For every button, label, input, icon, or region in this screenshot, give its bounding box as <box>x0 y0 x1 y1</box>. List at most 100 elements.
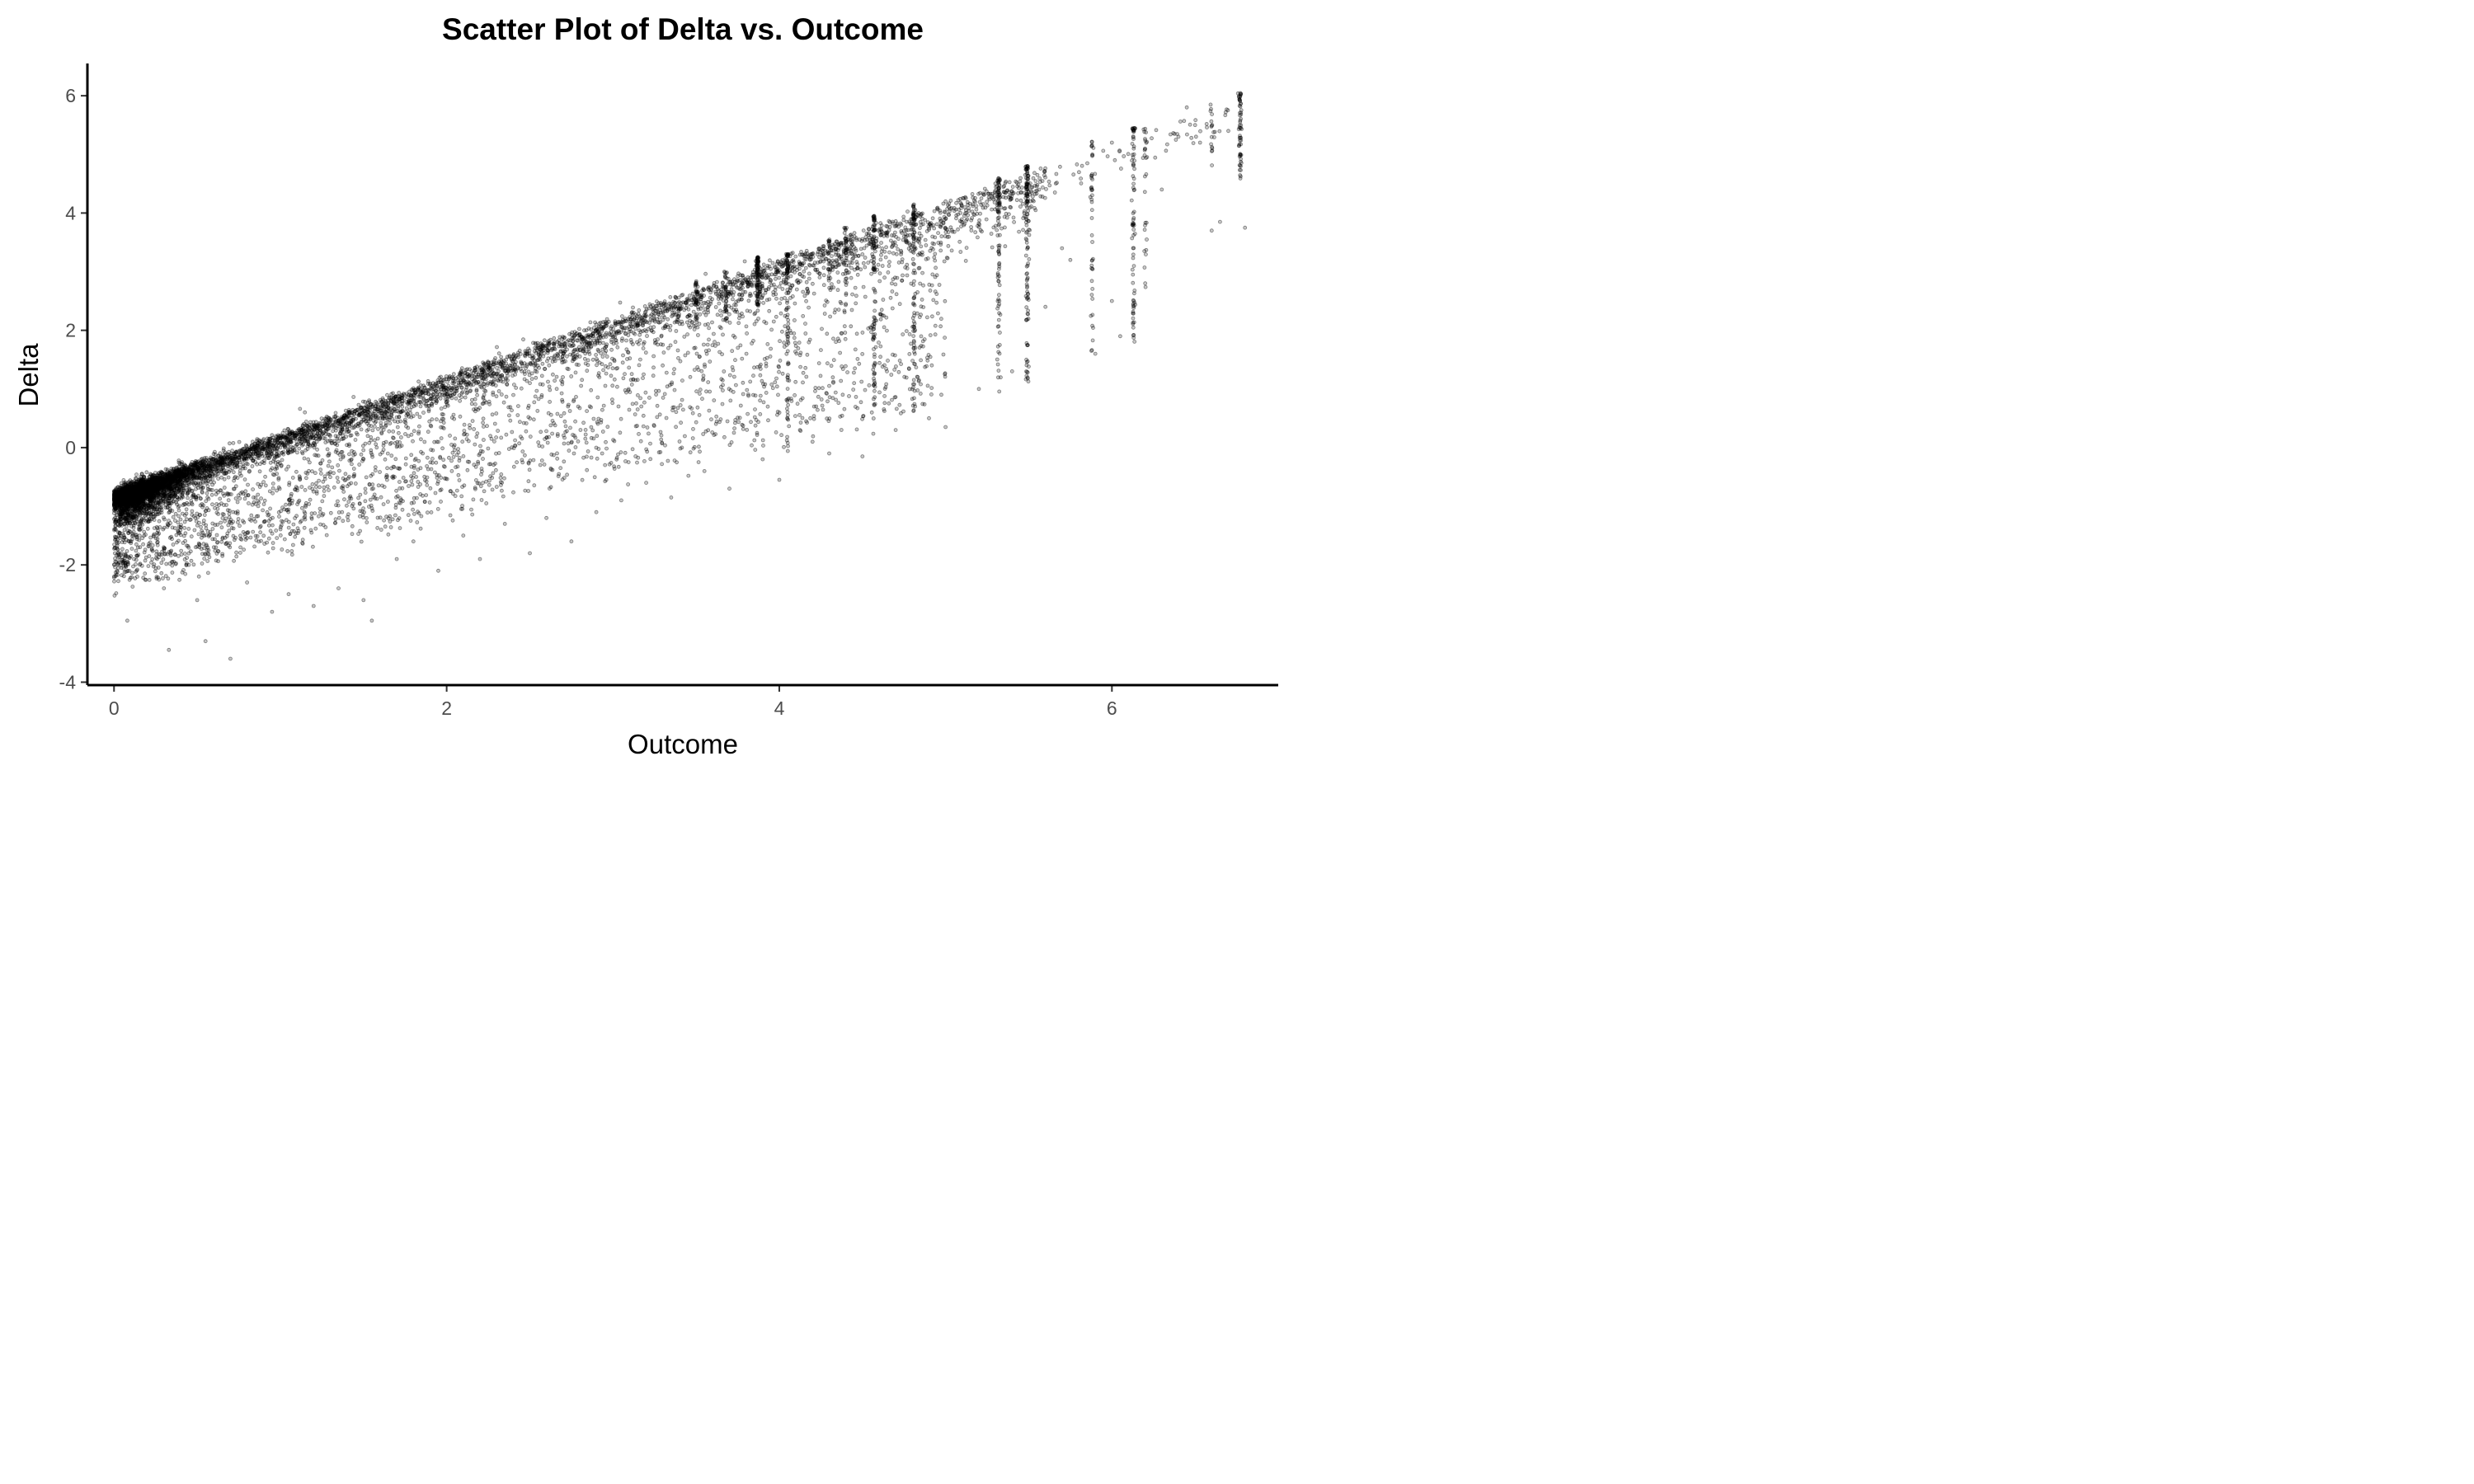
scatter-point <box>148 498 153 503</box>
scatter-point <box>934 222 939 227</box>
scatter-point <box>1093 351 1098 356</box>
scatter-point <box>200 480 205 484</box>
scatter-point <box>156 510 161 514</box>
scatter-point <box>933 258 938 263</box>
scatter-point <box>932 209 937 214</box>
scatter-point <box>143 488 148 493</box>
scatter-point <box>976 235 980 240</box>
scatter-point <box>120 495 125 499</box>
scatter-point <box>170 476 175 481</box>
scatter-point <box>899 251 903 256</box>
scatter-point <box>142 486 147 491</box>
scatter-point <box>142 487 147 492</box>
scatter-point <box>147 485 152 490</box>
scatter-point <box>143 492 148 497</box>
scatter-point <box>149 498 154 503</box>
scatter-point <box>119 509 124 513</box>
scatter-point <box>183 463 188 468</box>
scatter-point <box>458 398 462 403</box>
scatter-point <box>164 484 169 489</box>
scatter-point <box>156 485 161 490</box>
scatter-point <box>976 387 981 392</box>
scatter-point <box>148 477 153 482</box>
scatter-point <box>145 479 150 484</box>
scatter-point <box>221 466 226 471</box>
scatter-point <box>959 202 964 207</box>
scatter-point <box>162 492 167 496</box>
scatter-point <box>128 491 133 495</box>
scatter-point <box>135 512 140 517</box>
scatter-point <box>418 400 423 405</box>
scatter-point <box>1243 225 1248 230</box>
scatter-point <box>593 320 597 325</box>
scatter-point <box>191 474 196 479</box>
scatter-point <box>169 467 174 471</box>
scatter-point <box>861 261 866 265</box>
scatter-point <box>124 515 129 520</box>
scatter-point <box>690 291 695 296</box>
scatter-point <box>919 244 924 249</box>
scatter-point <box>891 219 895 224</box>
scatter-point <box>436 568 440 573</box>
scatter-point <box>203 639 208 644</box>
scatter-point <box>158 486 162 490</box>
scatter-point <box>180 492 185 497</box>
scatter-point <box>1226 129 1230 134</box>
scatter-point <box>418 404 423 409</box>
scatter-point <box>959 224 963 229</box>
scatter-point <box>129 500 134 505</box>
scatter-point <box>1018 204 1023 209</box>
scatter-point <box>821 283 826 288</box>
scatter-point <box>133 495 138 500</box>
scatter-point <box>150 482 155 486</box>
scatter-point <box>1030 194 1035 199</box>
scatter-point <box>158 480 162 485</box>
scatter-point <box>123 515 127 520</box>
scatter-point <box>830 282 834 287</box>
scatter-point <box>188 470 193 475</box>
scatter-point <box>452 385 456 390</box>
scatter-point <box>170 489 175 493</box>
scatter-point <box>181 491 186 495</box>
scatter-point <box>959 217 964 222</box>
scatter-point <box>144 507 149 511</box>
scatter-point <box>193 463 198 467</box>
scatter-point <box>144 495 149 500</box>
scatter-point <box>145 487 150 492</box>
scatter-point <box>210 477 214 481</box>
scatter-point <box>134 499 139 503</box>
scatter-point <box>830 254 834 259</box>
scatter-point <box>125 483 130 488</box>
scatter-point <box>708 295 713 300</box>
scatter-point <box>148 501 153 506</box>
scatter-point <box>120 497 125 502</box>
scatter-point <box>286 592 291 597</box>
scatter-point <box>121 502 126 507</box>
scatter-point <box>978 211 982 216</box>
scatter-point <box>132 489 137 494</box>
scatter-point <box>175 476 180 481</box>
scatter-point <box>1218 219 1222 224</box>
scatter-point <box>800 274 805 279</box>
scatter-point <box>126 505 130 510</box>
scatter-point <box>949 248 954 253</box>
scatter-point <box>132 556 136 561</box>
scatter-point <box>150 485 155 490</box>
scatter-point <box>999 226 1004 231</box>
scatter-point <box>123 486 128 491</box>
scatter-point <box>153 484 157 488</box>
scatter-point <box>119 506 124 511</box>
scatter-point <box>145 510 150 514</box>
scatter-point <box>117 495 122 500</box>
scatter-point <box>167 479 172 484</box>
scatter-point <box>123 482 128 487</box>
scatter-point <box>1184 105 1189 110</box>
scatter-point <box>137 496 142 500</box>
scatter-point <box>394 556 399 561</box>
scatter-point <box>154 493 159 497</box>
scatter-point <box>1209 228 1214 233</box>
scatter-point <box>125 500 129 505</box>
scatter-point <box>793 254 798 259</box>
scatter-point <box>628 337 633 342</box>
scatter-point <box>129 497 134 502</box>
